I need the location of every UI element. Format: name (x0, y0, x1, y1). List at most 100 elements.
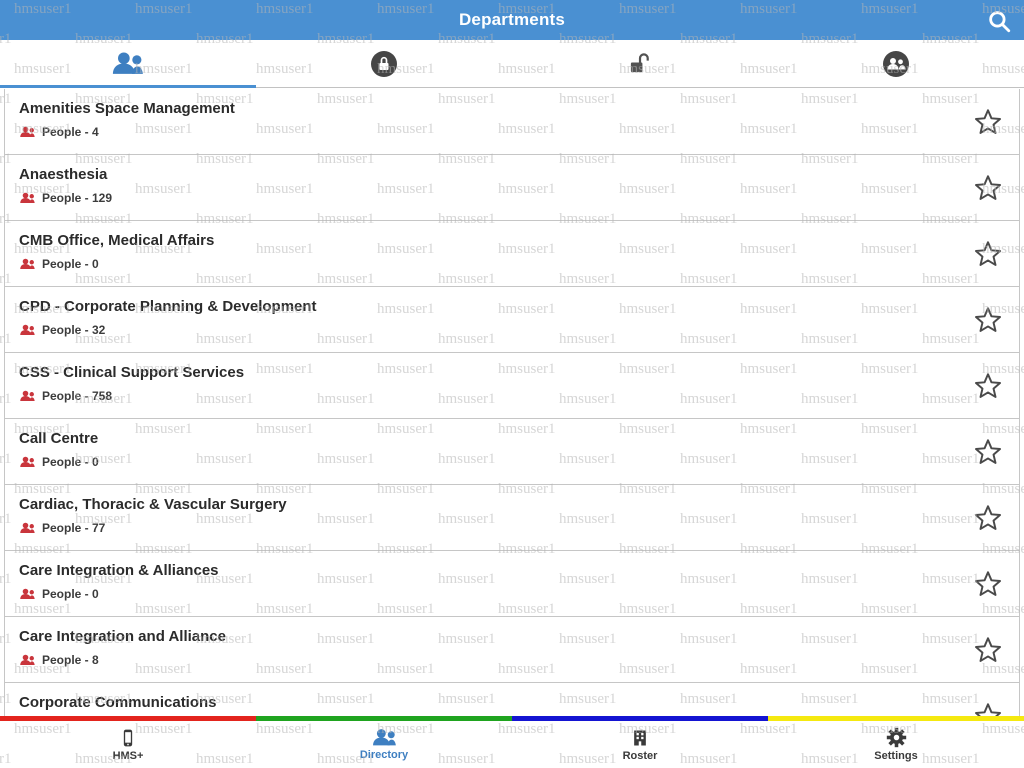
department-people: People - 758 (19, 389, 949, 403)
department-name: Call Centre (19, 430, 99, 447)
people-count-label: People - 8 (42, 653, 99, 667)
top-bar: Departments (0, 0, 1024, 40)
department-name: CSS - Clinical Support Services (19, 364, 245, 381)
people-count-label: People - 129 (42, 191, 113, 205)
top-tab-bar (0, 40, 1024, 88)
department-name: Cardiac, Thoracic & Vascular Surgery (19, 496, 287, 513)
nav-stripe (0, 716, 1024, 721)
favorite-star-icon[interactable] (973, 305, 1003, 335)
nav-label: Settings (874, 750, 918, 762)
people-icon (110, 51, 146, 76)
people-icon (19, 324, 36, 336)
favorite-star-icon[interactable] (973, 569, 1003, 599)
department-people: People - 0 (19, 257, 949, 271)
nav-item-directory[interactable]: Directory (256, 721, 512, 768)
people-icon (19, 522, 36, 534)
lock-closed-circle-icon (371, 50, 397, 77)
department-row[interactable]: Anaesthesia People - 129 (5, 155, 1019, 221)
department-row[interactable]: CSS - Clinical Support Services People -… (5, 353, 1019, 419)
stripe-segment (256, 716, 512, 721)
department-info: CPD - Corporate Planning & Development P… (19, 298, 949, 337)
favorite-star-icon[interactable] (973, 635, 1003, 665)
people-count-label: People - 758 (42, 389, 113, 403)
people-icon (371, 728, 398, 747)
stripe-segment (512, 716, 768, 721)
department-people: People - 0 (19, 587, 949, 601)
phone-icon (123, 729, 133, 746)
favorite-star-icon[interactable] (973, 239, 1003, 269)
favorite-star-icon[interactable] (973, 107, 1003, 137)
tab-unlocked[interactable] (512, 40, 768, 87)
department-row[interactable]: CPD - Corporate Planning & Development P… (5, 287, 1019, 353)
department-info: Care Integration and Alliance People - 8 (19, 628, 949, 667)
building-icon (634, 730, 646, 745)
department-people: People - 77 (19, 521, 949, 535)
nav-label: HMS+ (112, 749, 144, 762)
bottom-nav-items: HMS+ Directory Roster (0, 721, 1024, 768)
people-count-label: People - 0 (42, 455, 99, 469)
page-title: Departments (458, 10, 566, 29)
search-icon (989, 11, 1011, 33)
people-icon (19, 258, 36, 270)
department-list: Amenities Space Management People - 4 An… (4, 89, 1020, 768)
department-info: Corporate Communications (19, 694, 949, 731)
active-tab-underline (0, 85, 256, 88)
people-icon (19, 654, 36, 666)
department-row[interactable]: Cardiac, Thoracic & Vascular Surgery Peo… (5, 485, 1019, 551)
favorite-star-icon[interactable] (973, 371, 1003, 401)
people-circle-icon (883, 50, 909, 77)
nav-label: Roster (622, 749, 658, 762)
people-count-label: People - 0 (42, 257, 99, 271)
department-row[interactable]: Care Integration and Alliance People - 8 (5, 617, 1019, 683)
department-info: CSS - Clinical Support Services People -… (19, 364, 949, 403)
stripe-segment (0, 716, 256, 721)
bottom-nav: HMS+ Directory Roster (0, 716, 1024, 768)
people-count-label: People - 32 (42, 323, 106, 337)
department-row[interactable]: CMB Office, Medical Affairs People - 0 (5, 221, 1019, 287)
department-info: Care Integration & Alliances People - 0 (19, 562, 949, 601)
favorite-star-icon[interactable] (973, 503, 1003, 533)
department-row[interactable]: Care Integration & Alliances People - 0 (5, 551, 1019, 617)
department-name: CPD - Corporate Planning & Development (19, 298, 317, 315)
department-info: CMB Office, Medical Affairs People - 0 (19, 232, 949, 271)
nav-item-hms[interactable]: HMS+ (0, 721, 256, 768)
nav-label: Directory (359, 749, 409, 761)
tab-locked[interactable] (256, 40, 512, 87)
department-info: Amenities Space Management People - 4 (19, 100, 949, 139)
favorite-star-icon[interactable] (973, 173, 1003, 203)
people-count-label: People - 0 (42, 587, 99, 601)
department-name: Anaesthesia (19, 166, 108, 183)
department-people: People - 0 (19, 455, 949, 469)
favorite-star-icon[interactable] (973, 437, 1003, 467)
department-name: Care Integration and Alliance (19, 628, 226, 645)
gear-icon (886, 727, 906, 748)
search-button[interactable] (984, 6, 1014, 36)
nav-item-roster[interactable]: Roster (512, 721, 768, 768)
department-info: Call Centre People - 0 (19, 430, 949, 469)
department-info: Anaesthesia People - 129 (19, 166, 949, 205)
department-name: Corporate Communications (19, 694, 217, 711)
department-name: Care Integration & Alliances (19, 562, 219, 579)
department-people: People - 4 (19, 125, 949, 139)
department-people: People - 32 (19, 323, 949, 337)
department-people: People - 8 (19, 653, 949, 667)
people-icon (19, 126, 36, 138)
people-count-label: People - 77 (42, 521, 106, 535)
lock-open-icon (630, 53, 649, 73)
people-icon (19, 192, 36, 204)
people-icon (19, 390, 36, 402)
tab-departments[interactable] (0, 40, 256, 88)
department-row[interactable]: Call Centre People - 0 (5, 419, 1019, 485)
stripe-segment (768, 716, 1024, 721)
tab-groups[interactable] (768, 40, 1024, 87)
people-icon (19, 456, 36, 468)
people-icon (19, 588, 36, 600)
nav-item-settings[interactable]: Settings (768, 721, 1024, 768)
department-people: People - 129 (19, 191, 949, 205)
department-row[interactable]: Amenities Space Management People - 4 (5, 89, 1019, 155)
department-name: CMB Office, Medical Affairs (19, 232, 215, 249)
department-name: Amenities Space Management (19, 100, 235, 117)
department-info: Cardiac, Thoracic & Vascular Surgery Peo… (19, 496, 949, 535)
people-count-label: People - 4 (42, 125, 99, 139)
